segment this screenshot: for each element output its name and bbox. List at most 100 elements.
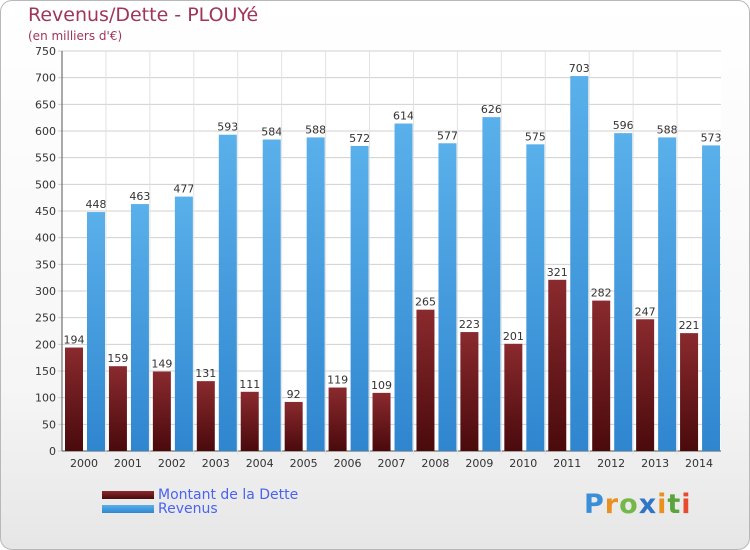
y-tick-label: 50 xyxy=(42,418,56,431)
x-tick-label-2002: 2002 xyxy=(158,457,186,470)
data-label-revenue-2001: 463 xyxy=(129,190,150,203)
y-tick-label: 100 xyxy=(35,392,56,405)
bar-debt-2003 xyxy=(196,381,215,451)
bar-debt-2000 xyxy=(65,347,83,451)
bar-revenue-2007 xyxy=(394,123,413,452)
data-label-debt-2014: 221 xyxy=(679,319,700,332)
data-label-revenue-2011: 703 xyxy=(569,62,590,75)
data-label-debt-2012: 282 xyxy=(591,287,612,300)
bar-debt-2011 xyxy=(548,279,567,451)
plot-area xyxy=(62,51,721,451)
data-label-revenue-2006: 572 xyxy=(349,132,370,145)
data-label-revenue-2012: 596 xyxy=(613,119,634,132)
bar-debt-2014 xyxy=(680,333,699,451)
data-label-revenue-2013: 588 xyxy=(657,123,678,136)
y-tick-label: 650 xyxy=(35,98,56,111)
y-tick-label: 700 xyxy=(35,72,56,85)
legend-item-revenue: Revenus xyxy=(102,501,218,517)
y-tick-label: 150 xyxy=(35,365,56,378)
bar-debt-2013 xyxy=(636,319,655,451)
legend-item-debt: Montant de la Dette xyxy=(102,487,298,503)
x-tick-label-2005: 2005 xyxy=(290,457,318,470)
proxiti-logo: Proxiti xyxy=(584,489,692,520)
x-tick-label-2013: 2013 xyxy=(641,457,669,470)
data-label-revenue-2000: 448 xyxy=(86,198,107,211)
data-label-debt-2006: 119 xyxy=(327,374,348,387)
bar-debt-2004 xyxy=(240,391,259,451)
data-label-revenue-2002: 477 xyxy=(173,183,194,196)
x-tick-label-2009: 2009 xyxy=(465,457,493,470)
x-tick-label-2007: 2007 xyxy=(378,457,406,470)
bar-revenue-2014 xyxy=(702,145,721,451)
data-label-debt-2002: 149 xyxy=(151,358,172,371)
data-label-revenue-2007: 614 xyxy=(393,110,414,123)
y-tick-label: 250 xyxy=(35,312,56,325)
x-tick-label-2008: 2008 xyxy=(421,457,449,470)
y-tick-label: 600 xyxy=(35,125,56,138)
bar-revenue-2006 xyxy=(350,145,369,451)
data-label-debt-2001: 159 xyxy=(107,352,128,365)
legend-label-revenue: Revenus xyxy=(158,501,218,517)
bar-debt-2008 xyxy=(416,309,435,451)
chart-title: Revenus/Dette - PLOUYé xyxy=(28,4,259,26)
y-tick-label: 300 xyxy=(35,285,56,298)
x-tick-label-2006: 2006 xyxy=(334,457,362,470)
bar-debt-2002 xyxy=(152,371,171,451)
bar-revenue-2000 xyxy=(87,212,105,451)
legend-swatch-revenue xyxy=(102,505,154,513)
y-tick-label: 0 xyxy=(49,445,56,458)
data-label-debt-2008: 265 xyxy=(415,296,436,309)
bar-revenue-2003 xyxy=(218,134,237,451)
x-tick-label-2003: 2003 xyxy=(202,457,230,470)
bar-revenue-2012 xyxy=(614,133,633,451)
chart-subtitle: (en milliers d'€) xyxy=(28,29,123,43)
bar-debt-2001 xyxy=(108,366,127,451)
y-tick-label: 750 xyxy=(35,45,56,58)
x-tick-label-2004: 2004 xyxy=(246,457,274,470)
x-tick-label-2011: 2011 xyxy=(553,457,581,470)
y-tick-label: 200 xyxy=(35,338,56,351)
data-label-debt-2000: 194 xyxy=(64,334,85,347)
data-label-debt-2005: 92 xyxy=(287,388,301,401)
y-tick-label: 400 xyxy=(35,232,56,245)
bar-revenue-2013 xyxy=(658,137,677,451)
data-label-debt-2011: 321 xyxy=(547,266,568,279)
legend-label-debt: Montant de la Dette xyxy=(158,487,299,503)
data-label-debt-2003: 131 xyxy=(195,367,216,380)
bar-revenue-2010 xyxy=(526,144,545,452)
x-tick-label-2012: 2012 xyxy=(597,457,625,470)
data-label-revenue-2010: 575 xyxy=(525,130,546,143)
data-label-debt-2004: 111 xyxy=(239,378,260,391)
data-label-revenue-2008: 577 xyxy=(437,129,458,142)
bar-debt-2007 xyxy=(372,392,391,451)
bar-revenue-2008 xyxy=(438,143,457,451)
y-tick-label: 500 xyxy=(35,178,56,191)
x-tick-label-2001: 2001 xyxy=(114,457,142,470)
bar-revenue-2004 xyxy=(262,139,281,452)
x-tick-label-2000: 2000 xyxy=(70,457,98,470)
data-label-debt-2013: 247 xyxy=(635,305,656,318)
data-label-revenue-2014: 573 xyxy=(701,131,722,144)
x-tick-label-2010: 2010 xyxy=(509,457,537,470)
data-label-revenue-2005: 588 xyxy=(305,123,326,136)
data-label-revenue-2004: 584 xyxy=(261,126,282,139)
bar-revenue-2011 xyxy=(570,76,589,452)
bar-revenue-2001 xyxy=(130,204,149,451)
data-label-revenue-2009: 626 xyxy=(481,103,502,116)
bar-revenue-2009 xyxy=(482,117,501,451)
data-label-debt-2007: 109 xyxy=(371,379,392,392)
bar-debt-2006 xyxy=(328,387,347,451)
bar-debt-2012 xyxy=(592,300,611,451)
y-tick-label: 450 xyxy=(35,205,56,218)
y-tick-label: 550 xyxy=(35,152,56,165)
bar-debt-2010 xyxy=(504,343,523,451)
data-label-revenue-2003: 593 xyxy=(217,121,238,134)
x-tick-label-2014: 2014 xyxy=(685,457,713,470)
data-label-debt-2010: 201 xyxy=(503,330,524,343)
bar-revenue-2005 xyxy=(306,137,325,451)
y-tick-label: 350 xyxy=(35,258,56,271)
bar-debt-2005 xyxy=(284,401,303,451)
bar-debt-2009 xyxy=(460,332,479,451)
